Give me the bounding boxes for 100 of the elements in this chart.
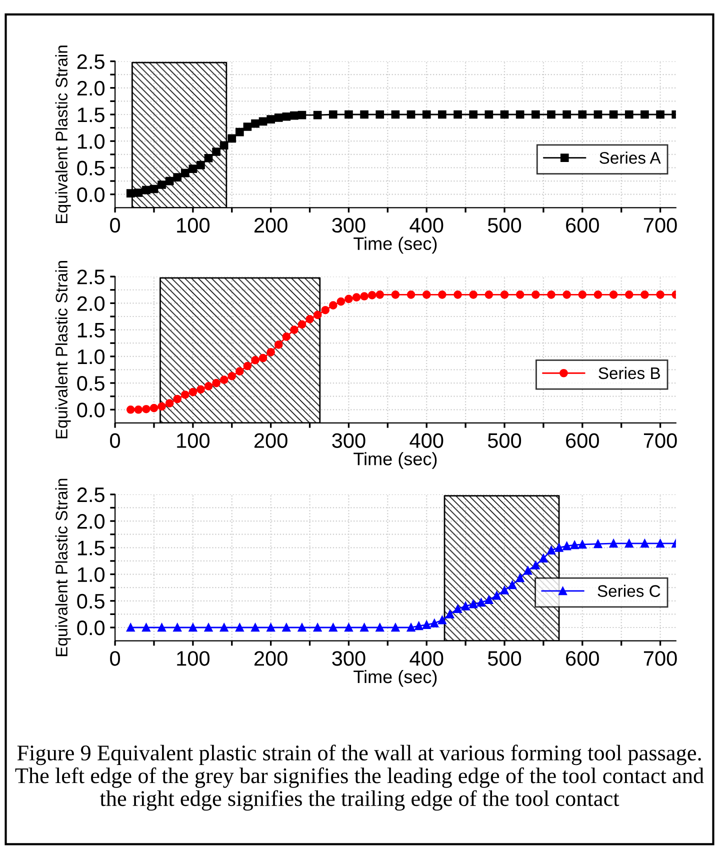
point xyxy=(196,160,205,170)
point xyxy=(142,623,150,632)
point xyxy=(298,110,306,120)
point xyxy=(406,110,416,119)
point xyxy=(547,290,556,299)
point xyxy=(173,394,182,404)
x-tick-label: 100 xyxy=(177,218,210,233)
point xyxy=(282,623,291,632)
y-tick-label: 1.5 xyxy=(78,540,104,556)
point xyxy=(220,623,228,632)
point xyxy=(554,543,564,552)
point xyxy=(469,600,478,608)
point xyxy=(624,539,634,548)
point xyxy=(446,610,454,618)
point xyxy=(547,546,556,554)
point xyxy=(134,188,143,197)
point xyxy=(142,186,150,194)
point xyxy=(594,290,602,299)
point xyxy=(220,141,228,150)
point xyxy=(290,326,298,334)
point xyxy=(640,290,649,299)
point xyxy=(531,290,540,299)
point xyxy=(321,306,330,314)
point xyxy=(158,402,166,411)
point xyxy=(454,110,462,119)
point xyxy=(640,110,649,119)
point xyxy=(376,110,384,119)
point xyxy=(188,164,198,173)
point xyxy=(220,376,228,384)
x-tick-label: 700 xyxy=(644,651,677,666)
point xyxy=(212,378,220,388)
x-axis-title: Time (sec) xyxy=(354,452,437,469)
point xyxy=(204,154,213,162)
point xyxy=(578,110,587,119)
point xyxy=(173,623,182,632)
y-tick-label: 0.5 xyxy=(77,376,104,391)
point xyxy=(126,189,135,198)
point xyxy=(531,110,540,119)
point xyxy=(313,310,322,320)
point xyxy=(500,586,509,594)
y-tick-label: 2.5 xyxy=(77,487,104,502)
point xyxy=(150,404,158,412)
point xyxy=(150,184,158,194)
caption: Figure 9 Equivalent plastic strain of the wall at various forming tool passage. The left edge of the grey bar signifies the leading edge of the tool contact and the right edge signifies the trailing edge of the tool contact xyxy=(15,744,704,811)
y-tick-label: 1.0 xyxy=(78,349,105,364)
point xyxy=(476,598,486,607)
y-axis-title: Equivalent Plastic Strain xyxy=(55,478,71,656)
point xyxy=(204,382,213,390)
point xyxy=(212,148,220,156)
y-tick-label: 1.5 xyxy=(78,108,104,122)
y-tick-label: 0.0 xyxy=(77,402,105,418)
y-tick-label: 1.0 xyxy=(78,567,105,582)
point xyxy=(282,332,291,341)
x-tick-label: 600 xyxy=(566,651,599,666)
point xyxy=(422,620,431,629)
point xyxy=(391,110,400,119)
point xyxy=(438,616,446,624)
point xyxy=(422,290,431,299)
y-tick-label: 2.0 xyxy=(77,80,105,96)
x-tick-label: 300 xyxy=(332,651,366,666)
point xyxy=(313,623,322,632)
point xyxy=(282,112,291,121)
point xyxy=(609,539,618,548)
x-tick-label: 500 xyxy=(488,218,522,233)
point xyxy=(484,290,494,299)
point xyxy=(251,623,260,632)
point xyxy=(609,290,618,299)
point xyxy=(180,168,190,178)
x-axis-title: Time (sec) xyxy=(354,236,437,254)
point xyxy=(438,110,446,119)
legend-label: Series B xyxy=(598,366,660,380)
y-tick-label: 0.0 xyxy=(77,620,105,636)
point xyxy=(236,367,244,376)
point xyxy=(188,388,198,396)
point xyxy=(414,622,423,630)
point xyxy=(196,385,205,394)
point xyxy=(298,320,306,329)
point xyxy=(656,539,664,548)
x-tick-label: 0 xyxy=(110,433,120,448)
point xyxy=(562,290,571,299)
y-tick-label: 2.5 xyxy=(77,54,104,70)
point xyxy=(236,623,244,632)
point xyxy=(258,354,268,362)
point xyxy=(376,623,384,632)
point xyxy=(274,340,283,349)
point xyxy=(469,110,478,119)
x-tick-label: 100 xyxy=(177,433,210,448)
legend-label: Series A xyxy=(600,152,661,164)
point xyxy=(454,290,462,299)
point xyxy=(484,110,494,119)
point xyxy=(328,301,338,310)
x-tick-label: 600 xyxy=(566,218,599,233)
x-tick-label: 600 xyxy=(566,433,599,448)
point xyxy=(624,290,634,299)
y-tick-label: 2.5 xyxy=(77,270,104,284)
point xyxy=(274,114,283,122)
point xyxy=(266,115,275,124)
point xyxy=(531,561,540,570)
x-tick-label: 0 xyxy=(110,651,120,666)
point xyxy=(258,117,268,126)
